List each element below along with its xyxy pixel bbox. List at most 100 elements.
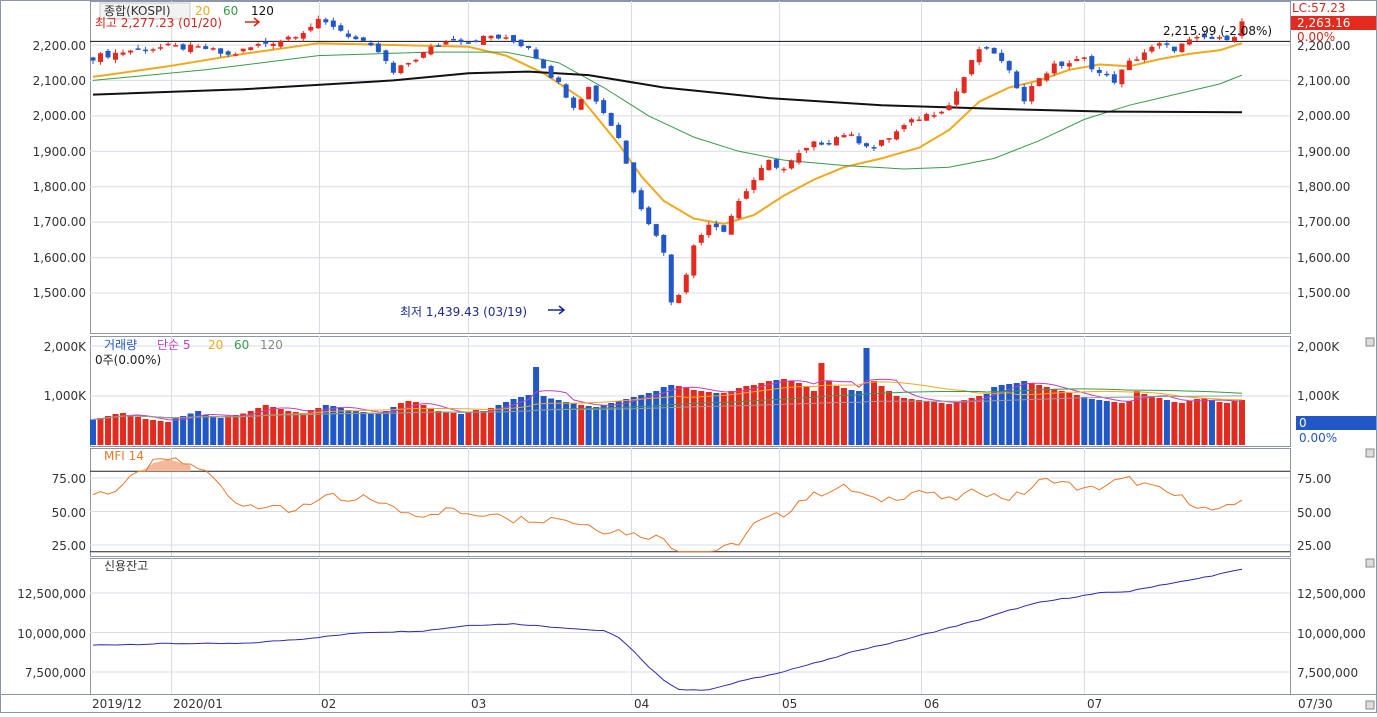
candle bbox=[255, 43, 261, 46]
panel-close-button[interactable] bbox=[1365, 337, 1375, 347]
current-pct: 0.00% bbox=[1297, 30, 1335, 44]
credit-line bbox=[92, 568, 1243, 691]
candle bbox=[1044, 73, 1050, 81]
volume-bar bbox=[405, 401, 412, 445]
candle bbox=[803, 147, 809, 151]
volume-bar bbox=[1141, 394, 1148, 445]
volume-bar bbox=[871, 381, 878, 445]
volume-bar bbox=[953, 402, 960, 445]
volume-bar bbox=[165, 422, 172, 445]
volume-bar bbox=[818, 363, 825, 445]
volume-bar bbox=[533, 367, 540, 445]
candle bbox=[278, 40, 284, 47]
volume-bar bbox=[750, 385, 757, 445]
volume-bar bbox=[795, 383, 802, 445]
candle bbox=[773, 159, 779, 168]
candle bbox=[218, 48, 224, 54]
price-layer bbox=[90, 15, 1290, 315]
candle bbox=[1209, 37, 1215, 39]
candle bbox=[788, 160, 794, 169]
volume-bar bbox=[1066, 393, 1073, 445]
credit-tick-left: 12,500,000 bbox=[17, 587, 86, 601]
credit-left-axis: 12,500,000 10,000,000 7,500,000 bbox=[17, 587, 86, 680]
volume-bar bbox=[367, 413, 374, 445]
volume-bar bbox=[1178, 403, 1185, 445]
mfi-line bbox=[92, 457, 1243, 553]
volume-tick-right: 1,000K bbox=[1297, 389, 1340, 403]
volume-bar bbox=[705, 392, 712, 445]
volume-bar bbox=[180, 416, 187, 445]
candle bbox=[721, 225, 727, 232]
candle bbox=[616, 124, 622, 138]
x-label: 07 bbox=[1087, 697, 1102, 711]
candle bbox=[1134, 59, 1140, 61]
candle bbox=[488, 35, 494, 39]
volume-bar bbox=[720, 393, 727, 445]
candle bbox=[548, 66, 554, 78]
volume-bar bbox=[525, 395, 532, 445]
candle bbox=[120, 52, 126, 55]
volume-bar bbox=[480, 411, 487, 445]
volume-bar bbox=[172, 418, 179, 445]
panel-close-button[interactable] bbox=[1365, 448, 1375, 458]
candle bbox=[1231, 37, 1237, 42]
volume-bar bbox=[442, 412, 449, 445]
volume-bar bbox=[1006, 384, 1013, 445]
volume-bar bbox=[743, 386, 750, 445]
candle bbox=[420, 52, 426, 58]
candle bbox=[270, 43, 276, 46]
candle bbox=[90, 57, 96, 61]
volume-legend-ma120: 120 bbox=[260, 338, 283, 352]
candle bbox=[458, 39, 464, 43]
candle bbox=[593, 85, 599, 102]
candle bbox=[1186, 39, 1192, 45]
candle bbox=[150, 49, 156, 51]
volume-bar bbox=[262, 405, 269, 445]
candle bbox=[526, 46, 532, 48]
volume-bar bbox=[1021, 381, 1028, 445]
x-label: 02 bbox=[321, 697, 336, 711]
high-label: 최고 2,277.23 (01/20) bbox=[95, 16, 222, 30]
candle bbox=[203, 46, 209, 49]
panel-close-button[interactable] bbox=[1365, 558, 1375, 568]
volume-bar bbox=[931, 402, 938, 445]
price-tick-right: 1,800.00 bbox=[1297, 180, 1350, 194]
volume-bar bbox=[863, 348, 870, 445]
volume-bar bbox=[848, 390, 855, 445]
candle bbox=[390, 62, 396, 73]
volume-bar bbox=[540, 396, 547, 445]
candle bbox=[833, 137, 839, 146]
volume-bar bbox=[893, 396, 900, 445]
candle bbox=[931, 115, 937, 117]
candle bbox=[1089, 56, 1095, 70]
candle bbox=[683, 274, 689, 293]
candle bbox=[676, 295, 682, 304]
price-title-box[interactable] bbox=[99, 2, 191, 20]
volume-tick-left: 2,000K bbox=[44, 340, 87, 354]
candle bbox=[766, 159, 772, 171]
volume-bar bbox=[457, 414, 464, 445]
volume-bar bbox=[1118, 403, 1125, 445]
volume-bar bbox=[112, 414, 119, 445]
mfi-tick-right: 25.00 bbox=[1297, 539, 1331, 553]
price-tick-left: 1,600.00 bbox=[33, 251, 86, 265]
volume-bar bbox=[202, 415, 209, 445]
volume-bar bbox=[495, 405, 502, 445]
candle bbox=[98, 53, 104, 62]
candle bbox=[435, 45, 441, 47]
volume-bar bbox=[150, 420, 157, 445]
volume-bar bbox=[570, 403, 577, 445]
x-right-label: 07/30 bbox=[1298, 697, 1333, 711]
candle bbox=[909, 119, 915, 123]
panel-close-button[interactable] bbox=[1365, 700, 1375, 710]
candle bbox=[308, 26, 314, 31]
volume-bar bbox=[427, 408, 434, 445]
candle bbox=[653, 224, 659, 236]
candle bbox=[375, 43, 381, 53]
mfi-tick-left: 50.00 bbox=[52, 506, 86, 520]
volume-bar bbox=[1058, 391, 1065, 445]
candle bbox=[818, 142, 824, 145]
volume-bar bbox=[270, 407, 277, 445]
volume-bar bbox=[518, 397, 525, 445]
candle bbox=[841, 135, 847, 138]
